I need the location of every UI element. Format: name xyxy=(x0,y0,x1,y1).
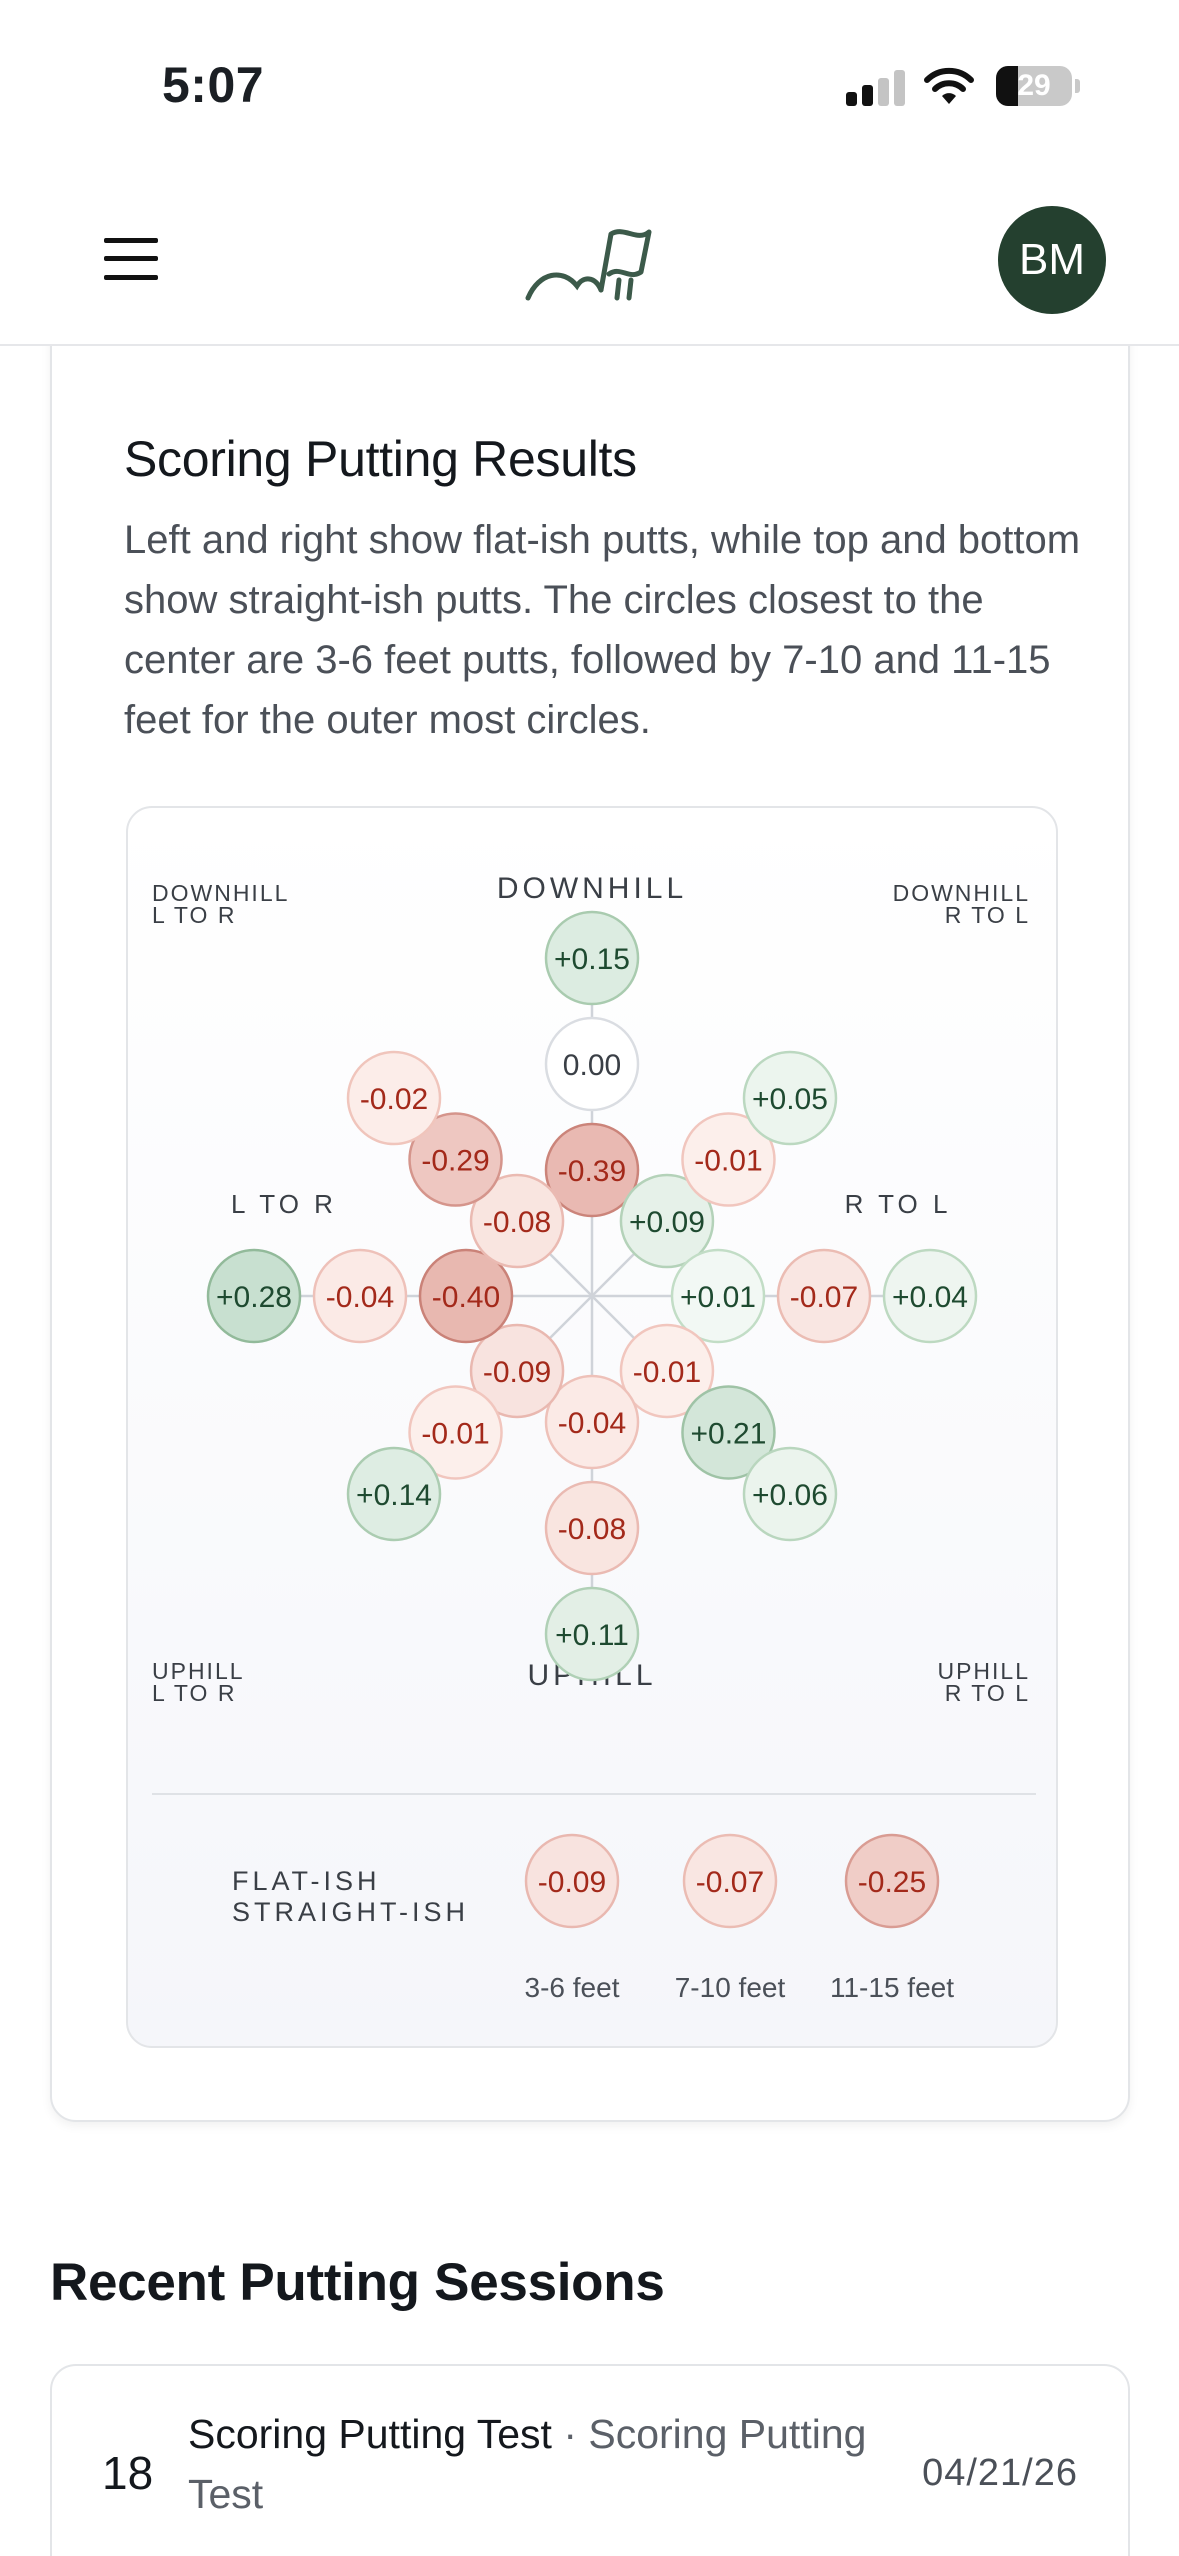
battery-percent: 29 xyxy=(1017,69,1051,102)
session-row[interactable]: 18 Scoring Putting Test · Scoring Puttin… xyxy=(50,2364,1130,2556)
result-circle-uphill-l-to-r-3 xyxy=(346,1446,442,1542)
result-circle-uphill-l-to-r-2 xyxy=(408,1385,503,1480)
result-circle-l-to-r-2-value: -0.04 xyxy=(326,1281,394,1314)
result-circle-r-to-l-2-value: -0.07 xyxy=(790,1281,858,1314)
result-circle-r-to-l-3 xyxy=(882,1248,978,1344)
battery-level xyxy=(996,66,1019,106)
session-date: 04/21/26 xyxy=(922,2452,1078,2494)
result-circle-uphill-r-to-l-2-value: +0.21 xyxy=(691,1417,767,1450)
label-r-to-l: R TO L xyxy=(845,1189,952,1219)
result-circle-uphill-r-to-l-2 xyxy=(681,1385,776,1480)
summary-band-label-2: 7-10 feet xyxy=(675,1972,786,2003)
result-circle-uphill-r-to-l-3-value: +0.06 xyxy=(752,1479,828,1512)
summary-circle-3-value: -0.25 xyxy=(858,1866,926,1899)
result-circle-uphill-l-to-r-2-value: -0.01 xyxy=(421,1417,489,1450)
result-circle-uphill-l-to-r-1-value: -0.09 xyxy=(483,1356,551,1389)
hamburger-menu-icon[interactable] xyxy=(104,238,158,280)
summary-circle-2 xyxy=(682,1833,778,1929)
result-circle-l-to-r-2 xyxy=(312,1248,408,1344)
user-avatar[interactable]: BM xyxy=(998,206,1106,314)
label-downhill-l-to-r-line2: L TO R xyxy=(152,902,236,928)
result-circle-uphill-2-value: -0.08 xyxy=(558,1513,626,1546)
result-circle-downhill-l-to-r-2 xyxy=(408,1112,503,1207)
session-name: Scoring Putting Test xyxy=(188,2411,552,2457)
label-downhill-l-to-r-line1: DOWNHILL xyxy=(152,880,289,906)
summary-circle-1-value: -0.09 xyxy=(538,1866,606,1899)
result-circle-downhill-2 xyxy=(544,1016,640,1112)
summary-band-label-3: 11-15 feet xyxy=(830,1972,954,2003)
result-circle-downhill-1-value: -0.39 xyxy=(558,1155,626,1188)
battery-icon: 29 xyxy=(996,66,1080,106)
summary-band-label-1: 3-6 feet xyxy=(525,1972,620,2003)
label-downhill-r-to-l-line1: DOWNHILL xyxy=(893,880,1030,906)
result-circle-downhill-l-to-r-3 xyxy=(346,1050,442,1146)
result-circle-downhill-l-to-r-1-value: -0.08 xyxy=(483,1206,551,1239)
card-title: Scoring Putting Results xyxy=(124,431,637,487)
top-navigation: BM xyxy=(0,150,1179,346)
session-separator: · xyxy=(563,2411,577,2457)
session-number: 18 xyxy=(102,2447,154,2499)
card-description: Left and right show flat-ish putts, whil… xyxy=(124,518,1081,742)
result-circle-l-to-r-1-value: -0.40 xyxy=(432,1281,500,1314)
golf-flag-logo-icon[interactable] xyxy=(525,220,655,302)
recent-sessions-title: Recent Putting Sessions xyxy=(50,2253,665,2312)
summary-circle-3 xyxy=(844,1833,940,1929)
label-uphill-r-to-l-line1: UPHILL xyxy=(937,1658,1030,1684)
result-circle-uphill-1 xyxy=(544,1374,640,1470)
result-circle-downhill-l-to-r-2-value: -0.29 xyxy=(421,1145,489,1178)
label-uphill-l-to-r-line2: L TO R xyxy=(152,1680,236,1706)
result-circle-downhill-r-to-l-3 xyxy=(742,1050,838,1146)
result-circle-uphill-l-to-r-1 xyxy=(469,1323,565,1419)
result-circle-downhill-3 xyxy=(544,910,640,1006)
summary-label-straight-ish: STRAIGHT-ISH xyxy=(232,1897,469,1927)
result-circle-l-to-r-3 xyxy=(206,1248,302,1344)
result-circle-downhill-r-to-l-3-value: +0.05 xyxy=(752,1083,828,1116)
result-circle-r-to-l-1 xyxy=(670,1248,766,1344)
label-uphill-l-to-r-line1: UPHILL xyxy=(152,1658,245,1684)
result-circle-r-to-l-2 xyxy=(776,1248,872,1344)
status-bar: 5:07 29 xyxy=(0,0,1179,150)
wifi-icon xyxy=(924,67,974,104)
cellular-signal-icon xyxy=(846,70,906,106)
result-circle-r-to-l-1-value: +0.01 xyxy=(680,1281,756,1314)
result-circle-downhill-r-to-l-2-value: -0.01 xyxy=(694,1145,762,1178)
result-circle-downhill-r-to-l-2 xyxy=(681,1112,776,1207)
session-type: Scoring Putting Test xyxy=(188,2411,867,2517)
summary-circle-2-value: -0.07 xyxy=(696,1866,764,1899)
result-circle-l-to-r-3-value: +0.28 xyxy=(216,1281,292,1314)
result-circle-downhill-1 xyxy=(544,1122,640,1218)
result-circle-uphill-1-value: -0.04 xyxy=(558,1407,626,1440)
result-circle-downhill-3-value: +0.15 xyxy=(554,943,630,976)
status-time: 5:07 xyxy=(162,57,265,113)
result-circle-uphill-3 xyxy=(544,1586,640,1682)
result-circle-uphill-l-to-r-3-value: +0.14 xyxy=(356,1479,432,1512)
result-circle-r-to-l-3-value: +0.04 xyxy=(892,1281,968,1314)
summary-circle-1 xyxy=(524,1833,620,1929)
summary-label-flat-ish: FLAT-ISH xyxy=(232,1866,381,1896)
label-downhill-r-to-l-line2: R TO L xyxy=(945,902,1030,928)
result-circle-uphill-2 xyxy=(544,1480,640,1576)
result-circle-uphill-r-to-l-3 xyxy=(742,1446,838,1542)
label-downhill: DOWNHILL xyxy=(497,872,687,905)
session-title: Scoring Putting Test · Scoring Putting T… xyxy=(188,2404,908,2524)
result-circle-l-to-r-1 xyxy=(418,1248,514,1344)
result-circle-uphill-r-to-l-1-value: -0.01 xyxy=(633,1356,701,1389)
result-circle-uphill-3-value: +0.11 xyxy=(555,1619,629,1652)
result-circle-downhill-l-to-r-1 xyxy=(469,1173,565,1269)
result-circle-downhill-r-to-l-1-value: +0.09 xyxy=(629,1206,705,1239)
label-uphill-r-to-l-line2: R TO L xyxy=(945,1680,1030,1706)
result-circle-downhill-l-to-r-3-value: -0.02 xyxy=(360,1083,428,1116)
result-circle-downhill-2-value: 0.00 xyxy=(563,1049,621,1082)
result-circle-downhill-r-to-l-1 xyxy=(619,1173,715,1269)
label-l-to-r: L TO R xyxy=(231,1189,337,1219)
scoring-putting-results-card: Scoring Putting Results Left and right s… xyxy=(50,300,1130,2122)
result-circle-uphill-r-to-l-1 xyxy=(619,1323,715,1419)
